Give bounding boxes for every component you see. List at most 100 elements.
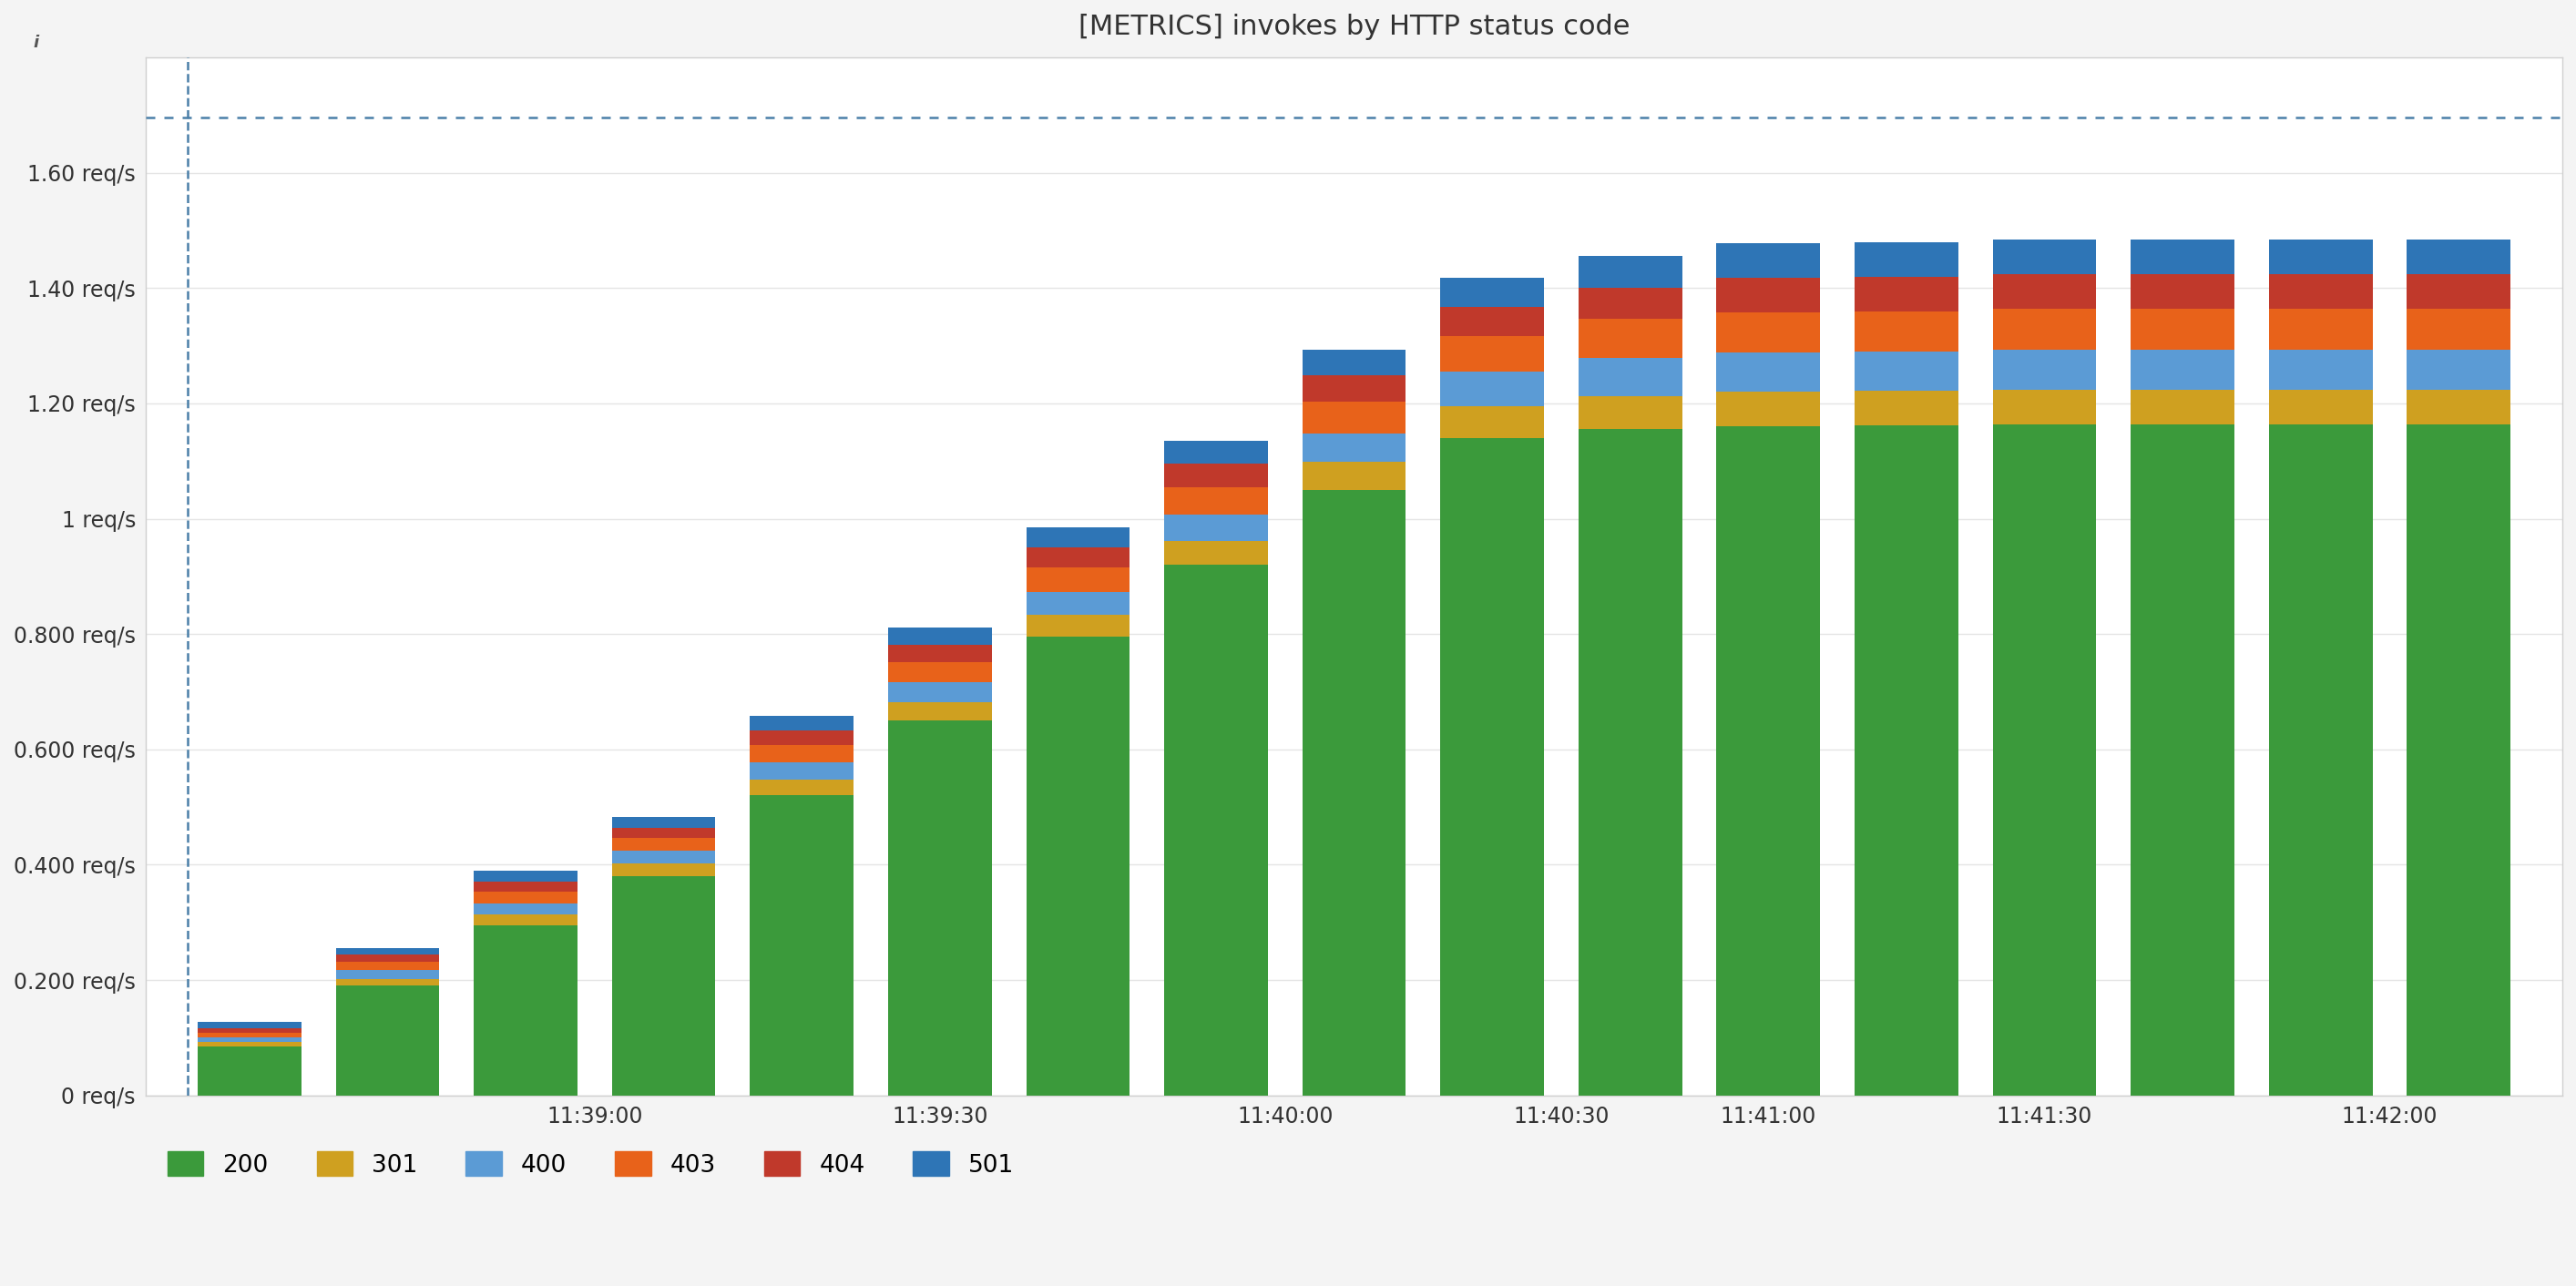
Bar: [750, 730, 853, 745]
Bar: [335, 962, 440, 970]
Text: i: i: [33, 35, 39, 51]
Bar: [1164, 540, 1267, 565]
Bar: [1994, 309, 2097, 350]
Bar: [335, 970, 440, 979]
Bar: [1579, 430, 1682, 1096]
Bar: [474, 914, 577, 925]
Bar: [1164, 565, 1267, 1096]
Bar: [2269, 424, 2372, 1096]
Bar: [1303, 401, 1406, 433]
Bar: [1025, 548, 1131, 567]
Bar: [2406, 424, 2512, 1096]
Bar: [1440, 372, 1543, 406]
Bar: [198, 1028, 301, 1033]
Bar: [1164, 487, 1267, 514]
Bar: [1579, 256, 1682, 288]
Bar: [1716, 392, 1821, 427]
Bar: [1855, 242, 1958, 276]
Bar: [1440, 278, 1543, 307]
Bar: [198, 1042, 301, 1047]
Bar: [1025, 567, 1131, 592]
Bar: [1579, 288, 1682, 319]
Bar: [1579, 319, 1682, 359]
Bar: [750, 745, 853, 763]
Bar: [1994, 239, 2097, 274]
Bar: [2130, 390, 2233, 424]
Bar: [889, 682, 992, 702]
Bar: [1994, 390, 2097, 424]
Bar: [1303, 433, 1406, 462]
Bar: [750, 796, 853, 1096]
Bar: [1164, 514, 1267, 540]
Bar: [2269, 274, 2372, 309]
Bar: [2406, 239, 2512, 274]
Bar: [750, 763, 853, 779]
Bar: [335, 948, 440, 954]
Bar: [2406, 350, 2512, 390]
Bar: [2130, 309, 2233, 350]
Bar: [889, 644, 992, 662]
Bar: [613, 863, 716, 876]
Bar: [1440, 307, 1543, 336]
Bar: [1025, 637, 1131, 1096]
Bar: [889, 628, 992, 644]
Bar: [1716, 243, 1821, 278]
Bar: [1855, 351, 1958, 391]
Bar: [2130, 350, 2233, 390]
Bar: [1994, 274, 2097, 309]
Bar: [2269, 239, 2372, 274]
Bar: [1855, 391, 1958, 426]
Bar: [613, 818, 716, 828]
Bar: [1716, 278, 1821, 312]
Bar: [198, 1047, 301, 1096]
Legend: 200, 301, 400, 403, 404, 501: 200, 301, 400, 403, 404, 501: [157, 1142, 1023, 1187]
Bar: [1025, 592, 1131, 615]
Bar: [613, 828, 716, 838]
Bar: [1855, 311, 1958, 351]
Bar: [1855, 426, 1958, 1096]
Bar: [335, 954, 440, 962]
Bar: [474, 903, 577, 914]
Bar: [1716, 352, 1821, 392]
Bar: [1855, 276, 1958, 311]
Bar: [1440, 336, 1543, 372]
Bar: [198, 1037, 301, 1042]
Bar: [2269, 309, 2372, 350]
Bar: [613, 876, 716, 1096]
Bar: [1303, 462, 1406, 490]
Bar: [198, 1022, 301, 1028]
Bar: [750, 779, 853, 796]
Bar: [613, 851, 716, 863]
Bar: [1994, 424, 2097, 1096]
Bar: [1716, 312, 1821, 352]
Bar: [750, 716, 853, 730]
Bar: [198, 1033, 301, 1037]
Bar: [474, 925, 577, 1096]
Bar: [2269, 350, 2372, 390]
Bar: [1303, 490, 1406, 1096]
Bar: [1579, 359, 1682, 396]
Bar: [2406, 309, 2512, 350]
Bar: [1025, 615, 1131, 637]
Bar: [2269, 390, 2372, 424]
Bar: [1440, 406, 1543, 439]
Bar: [1716, 427, 1821, 1096]
Bar: [1579, 396, 1682, 430]
Title: [METRICS] invokes by HTTP status code: [METRICS] invokes by HTTP status code: [1079, 14, 1631, 40]
Bar: [889, 702, 992, 720]
Bar: [2130, 274, 2233, 309]
Bar: [474, 871, 577, 881]
Bar: [335, 986, 440, 1096]
Bar: [2130, 239, 2233, 274]
Bar: [1025, 527, 1131, 548]
Bar: [1164, 441, 1267, 464]
Bar: [1440, 439, 1543, 1096]
Bar: [1164, 464, 1267, 487]
Bar: [2406, 390, 2512, 424]
Bar: [889, 720, 992, 1096]
Bar: [2406, 274, 2512, 309]
Bar: [474, 881, 577, 891]
Bar: [335, 979, 440, 986]
Bar: [2130, 424, 2233, 1096]
Bar: [1994, 350, 2097, 390]
